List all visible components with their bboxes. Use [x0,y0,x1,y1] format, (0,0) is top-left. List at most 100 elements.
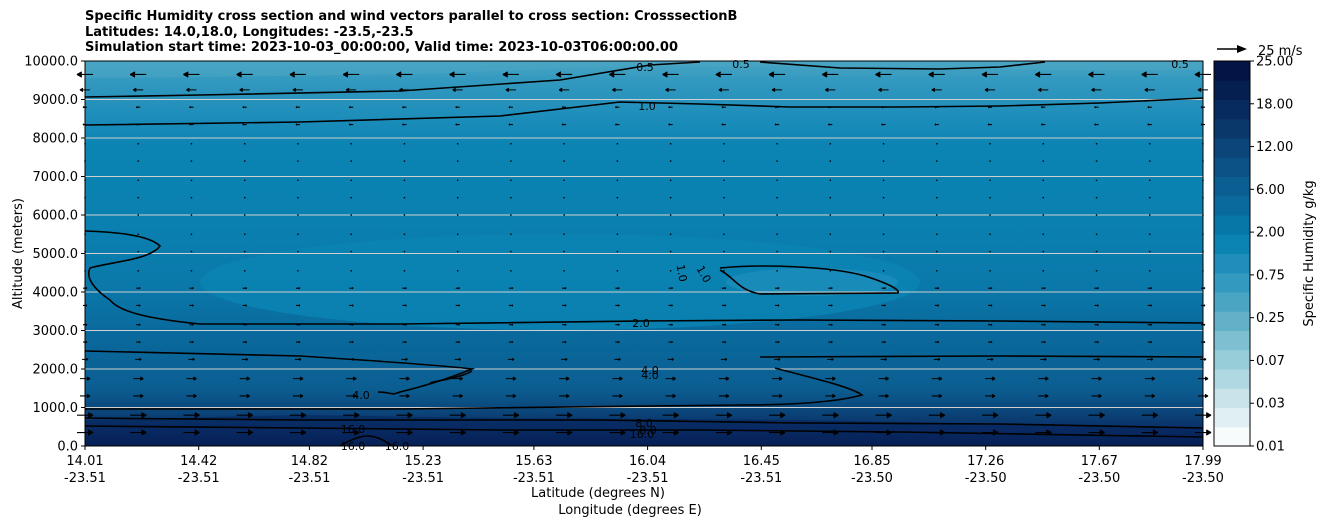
wind-vector [936,160,938,162]
wind-vector [137,179,139,182]
wind-vector [721,123,726,126]
wind-vector-head [769,72,774,77]
wind-vector [882,143,885,145]
wind-vector [455,323,460,326]
wind-vector-head [407,412,413,418]
wind-vector-head [88,412,93,418]
dry-pocket-fill [726,268,898,296]
wind-vector [882,233,885,235]
y-tick-label: 9000.0 [33,93,79,108]
colorbar-segment [1214,157,1250,177]
wind-vector [1094,106,1099,109]
wind-vector-head [672,394,676,398]
wind-vector-head [512,358,514,361]
wind-vector-head [292,88,296,92]
wind-vector-head [192,341,194,343]
wind-vector-head [832,394,836,398]
wind-vector-head [1099,430,1105,435]
wind-vector-head [136,123,138,126]
wind-vector [1042,196,1044,199]
wind-vector-head [1094,106,1096,108]
wind-vector-head [245,341,247,343]
wind-vector-head [1041,123,1043,126]
colorbar-segment [1214,253,1250,274]
wind-vector [829,250,832,253]
wind-vector [934,304,940,307]
wind-vector-head [1150,304,1152,307]
wind-vector-head [833,430,839,435]
wind-vector-head [83,106,85,108]
wind-vector [292,87,303,93]
wind-vector [616,250,619,253]
wind-vector-head [1203,304,1205,307]
wind-vector-head [671,324,673,326]
wind-vector [1095,160,1098,162]
wind-vector [936,233,938,235]
wind-vector-head [511,341,513,343]
wind-vector-head [832,377,836,381]
contour-label: 4.0 [641,369,659,382]
wind-vector [186,87,197,93]
wind-vector [774,123,780,126]
wind-vector [137,196,139,199]
wind-vector-head [618,358,621,361]
wind-vector [190,250,193,253]
wind-vector [402,287,407,290]
wind-vector-head [189,106,191,108]
wind-vector-head [295,106,298,108]
contour-line [429,370,473,384]
wind-vector [989,143,991,145]
wind-vector-head [351,304,354,307]
wind-vector [297,160,299,162]
wind-vector [562,323,567,326]
y-tick-label: 0.0 [57,440,78,455]
wind-vector-head [884,358,887,361]
wind-vector [1041,340,1046,344]
wind-vector [454,357,461,361]
colorbar-segment [1214,369,1250,389]
wind-vector-head [775,123,777,126]
wind-vector-head [402,123,404,126]
wind-vector-head [183,72,189,77]
contour-line [339,435,393,447]
axes: 0.0 1000.0 2000.0 3000.0 4000.0 5000.0 6000.0 7… [11,55,1224,519]
wind-vector [455,304,460,307]
wind-vector-head [884,287,886,289]
wind-vector [350,214,352,216]
x-tick-lon: -23.51 [513,471,555,486]
wind-vector-head [831,341,833,343]
wind-vector-head [301,430,306,435]
wind-vector-head [86,358,88,361]
wind-vector [183,71,200,78]
wind-vector [510,214,512,216]
wind-vector [244,143,246,145]
contour-lines [84,61,1204,447]
wind-vector-head [85,304,87,307]
quiver-key-arrow-head [1237,45,1247,53]
wind-vector [1149,270,1151,272]
wind-vector-head [1097,358,1100,361]
colorbar-segment [1214,311,1250,331]
wind-vector-head [193,377,197,381]
x-tick-lon: -23.51 [288,471,330,486]
upper-dry-fill [85,61,1203,78]
wind-vector [403,196,406,199]
wind-vector [189,106,194,109]
wind-vector [723,233,725,235]
wind-vector-head [399,88,403,92]
wind-vector-head [885,394,889,398]
wind-vector-head [192,287,194,289]
wind-vector [502,429,520,436]
wind-vector-head [514,430,519,435]
colorbar-tick-label: 25.00 [1256,55,1293,70]
wind-vector-head [779,377,783,381]
wind-vector-head [881,123,883,126]
x-tick-lon: -23.51 [64,471,106,486]
wind-vector-head [665,88,669,92]
wind-vector [562,304,567,307]
wind-vector [1095,270,1098,272]
wind-vector [455,287,460,290]
wind-vector-head [1152,430,1158,435]
wind-vector-head [140,394,144,398]
wind-vector-head [671,304,673,307]
